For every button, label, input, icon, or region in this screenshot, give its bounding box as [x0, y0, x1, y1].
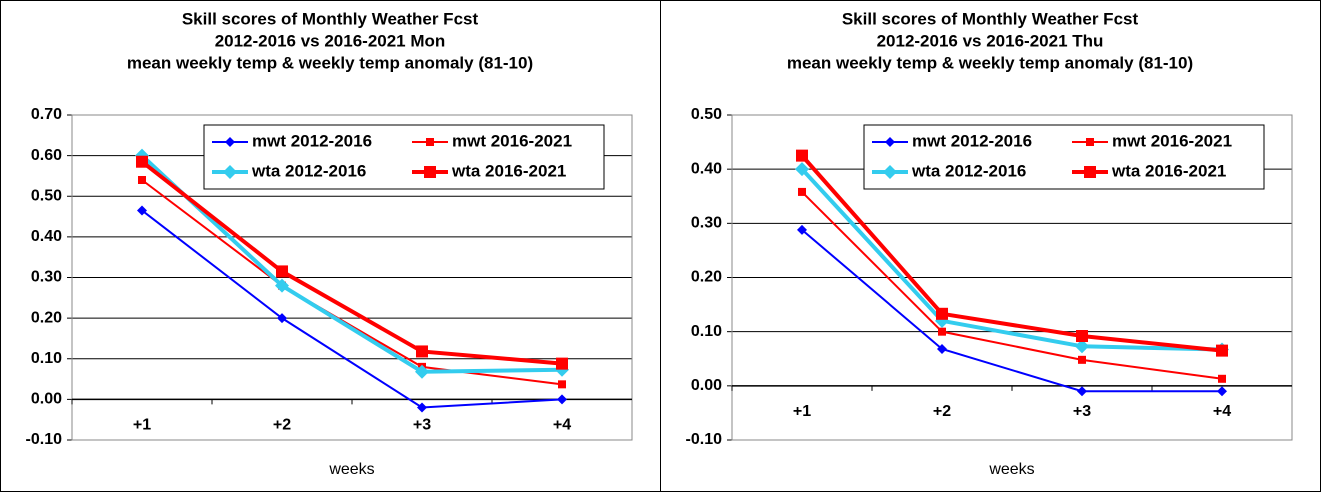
x-tick-label: +4: [1213, 403, 1231, 420]
marker: [556, 357, 568, 370]
x-tick-label: +3: [1073, 403, 1091, 420]
marker: [796, 149, 808, 162]
y-tick-label: -0.10: [686, 431, 723, 448]
marker: [936, 307, 948, 320]
legend-label: wta 2016-2021: [1111, 161, 1226, 180]
marker: [795, 162, 809, 177]
legend-label: wta 2012-2016: [911, 161, 1026, 180]
y-tick-label: 0.00: [691, 377, 722, 394]
marker: [417, 402, 427, 413]
marker: [426, 138, 434, 146]
marker: [938, 327, 946, 336]
y-tick-label: 0.00: [31, 391, 62, 408]
y-tick-label: -0.10: [26, 431, 63, 448]
marker: [1078, 355, 1086, 364]
legend-label: mwt 2016-2021: [1112, 131, 1232, 150]
chart-title: mean weekly temp & weekly temp anomaly (…: [787, 53, 1193, 72]
marker: [1076, 330, 1088, 342]
legend-box: [203, 124, 605, 190]
panel-frame: [660, 0, 1321, 492]
plot-frame: [731, 114, 1293, 441]
marker: [1217, 386, 1227, 397]
y-tick-label: 0.50: [691, 106, 722, 123]
marker: [276, 265, 288, 278]
legend-label: mwt 2012-2016: [252, 131, 372, 150]
y-tick-label: 0.40: [31, 228, 62, 245]
marker: [798, 187, 806, 196]
series-line: [141, 179, 563, 386]
marker: [223, 165, 237, 179]
marker: [558, 380, 566, 389]
marker: [883, 165, 897, 179]
marker: [137, 205, 147, 216]
chart-title: 2012-2016 vs 2016-2021 Mon: [215, 31, 446, 50]
chart-title: Skill scores of Monthly Weather Fcst: [842, 9, 1139, 28]
series-line: [140, 160, 563, 366]
chart-title: Skill scores of Monthly Weather Fcst: [182, 9, 479, 28]
marker: [1077, 386, 1087, 397]
plot-frame: [71, 114, 633, 441]
legend-label: mwt 2012-2016: [912, 131, 1032, 150]
legend-label: mwt 2016-2021: [452, 131, 572, 150]
marker: [138, 176, 146, 184]
marker: [1216, 344, 1228, 357]
x-axis-label: weeks: [988, 461, 1034, 478]
marker: [885, 137, 895, 147]
y-tick-label: 0.50: [31, 187, 62, 204]
series-line: [800, 154, 1223, 353]
marker: [1086, 138, 1094, 146]
chart-title: 2012-2016 vs 2016-2021 Thu: [877, 31, 1104, 50]
marker: [557, 394, 567, 405]
series-line: [140, 154, 563, 374]
y-tick-label: 0.70: [31, 106, 62, 123]
x-tick-label: +1: [133, 417, 151, 434]
marker: [797, 224, 807, 235]
marker: [136, 155, 148, 168]
x-tick-label: +1: [793, 403, 811, 420]
marker: [424, 166, 436, 178]
x-axis-label: weeks: [328, 461, 374, 478]
marker: [1218, 374, 1226, 383]
marker: [1075, 339, 1089, 354]
marker: [225, 137, 235, 147]
marker: [275, 278, 289, 293]
x-tick-label: +2: [273, 417, 291, 434]
x-tick-label: +4: [553, 417, 571, 434]
series-line: [801, 191, 1223, 380]
marker: [416, 345, 428, 358]
marker: [937, 344, 947, 354]
y-tick-label: 0.40: [691, 160, 722, 177]
y-tick-label: 0.30: [31, 269, 62, 286]
y-tick-label: 0.20: [691, 269, 722, 286]
series-line: [801, 229, 1222, 393]
marker: [1084, 166, 1096, 178]
legend-label: wta 2016-2021: [451, 161, 566, 180]
marker: [277, 313, 287, 324]
chart-title: mean weekly temp & weekly temp anomaly (…: [127, 53, 533, 72]
y-tick-label: 0.30: [691, 215, 722, 232]
y-tick-label: 0.10: [691, 323, 722, 340]
y-tick-label: 0.60: [31, 147, 62, 164]
y-tick-label: 0.20: [31, 309, 62, 326]
marker: [415, 364, 429, 379]
series-line: [800, 167, 1223, 352]
legend-box: [863, 124, 1265, 190]
y-tick-label: 0.10: [31, 350, 62, 367]
legend-label: wta 2012-2016: [251, 161, 366, 180]
panel-frame: [0, 0, 661, 492]
x-tick-label: +2: [933, 403, 951, 420]
series-line: [141, 209, 563, 409]
x-tick-label: +3: [413, 417, 431, 434]
